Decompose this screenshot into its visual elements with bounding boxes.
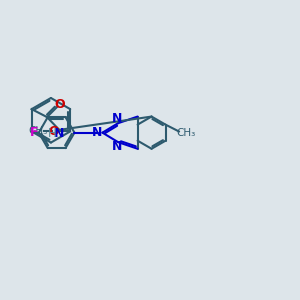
Text: N: N [92, 126, 102, 139]
Text: F: F [30, 126, 39, 139]
Text: CH₃: CH₃ [176, 128, 196, 138]
Text: H: H [48, 128, 56, 140]
Text: N: N [112, 140, 122, 153]
Text: CH₃: CH₃ [28, 126, 47, 136]
Text: N: N [112, 112, 122, 125]
Text: N: N [54, 128, 64, 140]
Text: O: O [54, 98, 65, 111]
Text: O: O [49, 125, 59, 138]
